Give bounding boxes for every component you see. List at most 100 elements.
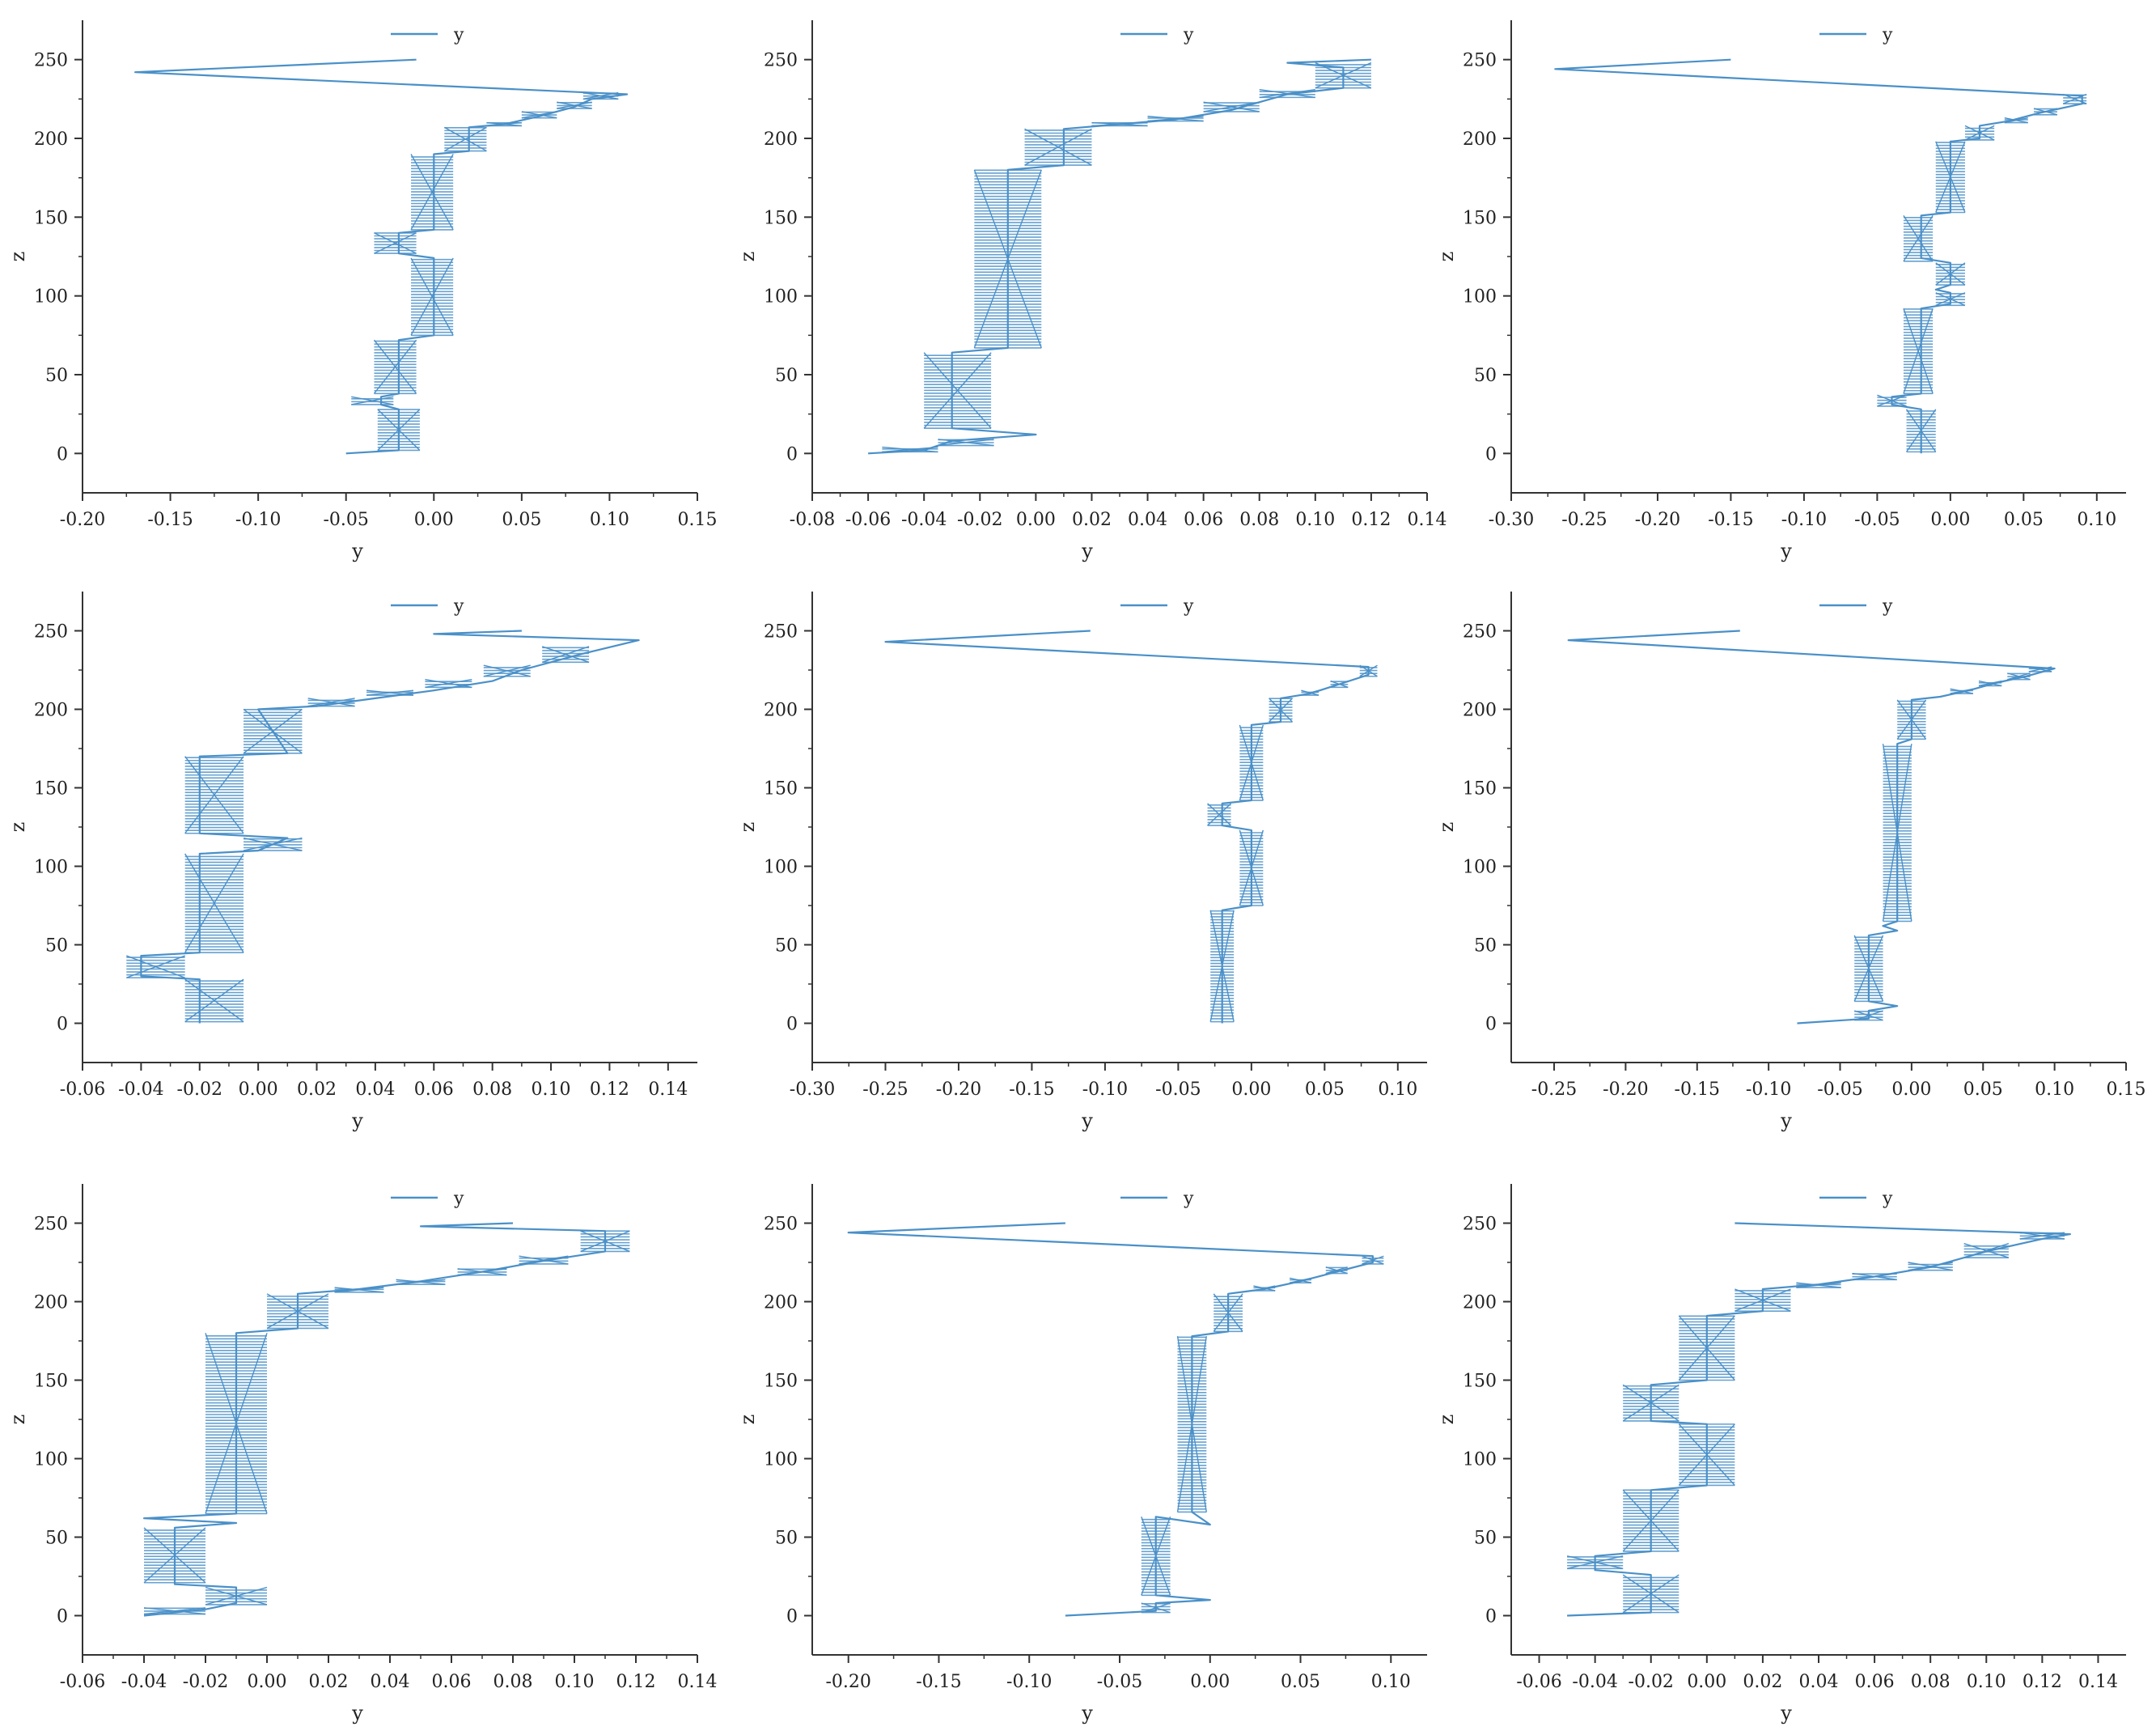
x-tick-label: 0.08 bbox=[1911, 1672, 1951, 1692]
band-diagonal bbox=[1203, 101, 1260, 112]
band-strokes bbox=[184, 980, 244, 1023]
x-tick-label: 0.02 bbox=[1072, 510, 1112, 530]
y-tick-label: 50 bbox=[775, 936, 798, 957]
oscillation-band bbox=[410, 154, 454, 231]
x-tick-label: 0.02 bbox=[309, 1672, 349, 1692]
x-tick-label: 0.05 bbox=[1281, 1672, 1320, 1692]
legend-label: y bbox=[453, 1189, 464, 1209]
x-tick-label: 0.10 bbox=[2035, 1080, 2074, 1100]
x-tick-label: 0.06 bbox=[1184, 510, 1223, 530]
chart-panel: -0.06 -0.04 -0.02 0.00 0.02 0.04 0.06 0.08 0.10 0… bbox=[6, 1184, 717, 1724]
x-tick-label: 0.10 bbox=[590, 510, 629, 530]
y-tick-label: 0 bbox=[786, 1607, 798, 1627]
x-tick-label: -0.05 bbox=[1854, 510, 1900, 530]
x-axis-title: y bbox=[1081, 1109, 1093, 1132]
x-tick-label: 0.06 bbox=[1855, 1672, 1895, 1692]
series-line-y bbox=[1554, 58, 2083, 454]
x-tick-label: 0.00 bbox=[414, 510, 454, 530]
x-tick-label: -0.10 bbox=[1082, 1080, 1128, 1100]
x-tick-label: -0.04 bbox=[901, 510, 947, 530]
x-tick-label: -0.02 bbox=[957, 510, 1002, 530]
x-tick-label: 0.00 bbox=[1687, 1672, 1726, 1692]
x-tick-label: -0.08 bbox=[790, 510, 835, 530]
y-tick-label: 50 bbox=[45, 1529, 68, 1549]
y-axis-title: z bbox=[1435, 252, 1458, 262]
y-tick-label: 100 bbox=[764, 287, 798, 308]
y-tick-label: 100 bbox=[34, 858, 68, 878]
x-tick-label: 0.14 bbox=[678, 1672, 718, 1692]
y-tick-label: 250 bbox=[764, 622, 798, 643]
x-tick-label: 0.00 bbox=[1190, 1672, 1230, 1692]
series-line-y bbox=[1567, 630, 2056, 1024]
y-tick-label: 0 bbox=[57, 1015, 68, 1035]
y-tick-label: 100 bbox=[1463, 287, 1497, 308]
x-tick-label: -0.20 bbox=[825, 1672, 870, 1692]
x-axis-title: y bbox=[351, 1109, 363, 1132]
chart-panel: -0.30 -0.25 -0.20 -0.15 -0.10 -0.05 0.00 0.05 0.… bbox=[736, 592, 1427, 1132]
chart-panel: -0.06 -0.04 -0.02 0.00 0.02 0.04 0.06 0.08 0.10 0… bbox=[1435, 1184, 2126, 1724]
y-tick-label: 50 bbox=[45, 366, 68, 386]
y-tick-label: 50 bbox=[45, 936, 68, 957]
oscillation-band bbox=[1903, 215, 1934, 262]
x-tick-label: -0.10 bbox=[1006, 1672, 1052, 1692]
x-tick-label: 0.12 bbox=[1351, 510, 1391, 530]
band-diagonal bbox=[410, 257, 454, 336]
x-tick-label: -0.05 bbox=[1817, 1080, 1862, 1100]
y-tick-label: 200 bbox=[34, 129, 68, 150]
x-tick-label: 0.12 bbox=[616, 1672, 656, 1692]
x-tick-label: 0.14 bbox=[1408, 510, 1447, 530]
band-strokes bbox=[351, 397, 394, 405]
y-tick-label: 250 bbox=[1463, 622, 1497, 643]
band-diagonal bbox=[373, 339, 417, 394]
x-tick-label: 0.00 bbox=[248, 1672, 287, 1692]
x-tick-label: -0.10 bbox=[235, 510, 281, 530]
y-tick-label: 200 bbox=[764, 701, 798, 721]
x-tick-label: -0.05 bbox=[1097, 1672, 1142, 1692]
y-tick-label: 150 bbox=[1463, 779, 1497, 800]
legend-label: y bbox=[453, 596, 464, 617]
y-tick-label: 100 bbox=[1463, 1450, 1497, 1470]
band-diagonal bbox=[2007, 672, 2031, 681]
oscillation-band bbox=[184, 756, 244, 834]
oscillation-band bbox=[184, 853, 244, 953]
band-diagonal bbox=[1024, 128, 1092, 166]
x-tick-label: -0.15 bbox=[1675, 1080, 1720, 1100]
x-tick-label: 0.05 bbox=[502, 510, 541, 530]
y-tick-label: 50 bbox=[775, 1529, 798, 1549]
band-diagonal bbox=[374, 232, 417, 254]
x-tick-label: -0.15 bbox=[916, 1672, 961, 1692]
y-tick-label: 250 bbox=[34, 1215, 68, 1235]
band-diagonal bbox=[143, 1607, 206, 1615]
legend-label: y bbox=[1882, 25, 1893, 45]
series-line-y bbox=[142, 1222, 607, 1617]
x-tick-label: 0.04 bbox=[1799, 1672, 1839, 1692]
y-tick-label: 250 bbox=[1463, 51, 1497, 71]
y-tick-label: 0 bbox=[57, 444, 68, 465]
band-strokes bbox=[184, 855, 244, 953]
x-tick-label: 0.02 bbox=[1743, 1672, 1782, 1692]
oscillation-band bbox=[1903, 308, 1934, 395]
x-tick-label: -0.10 bbox=[1746, 1080, 1791, 1100]
legend-label: y bbox=[1183, 596, 1194, 617]
oscillation-band bbox=[541, 646, 590, 664]
y-tick-label: 50 bbox=[1474, 936, 1497, 957]
x-tick-label: -0.30 bbox=[790, 1080, 835, 1100]
band-strokes bbox=[542, 647, 590, 664]
x-tick-label: 0.00 bbox=[1930, 510, 1970, 530]
y-tick-label: 50 bbox=[1474, 1529, 1497, 1549]
y-tick-label: 200 bbox=[764, 129, 798, 150]
band-diagonal bbox=[307, 698, 355, 707]
y-axis-title: z bbox=[6, 252, 29, 262]
chart-panel: -0.06 -0.04 -0.02 0.00 0.02 0.04 0.06 0.08 0.10 0… bbox=[6, 592, 697, 1132]
y-tick-label: 150 bbox=[1463, 208, 1497, 228]
y-tick-label: 150 bbox=[764, 779, 798, 800]
band-diagonal bbox=[1903, 215, 1934, 262]
series-line-y bbox=[134, 58, 629, 455]
y-tick-label: 50 bbox=[1474, 366, 1497, 386]
x-tick-label: 0.08 bbox=[1239, 510, 1279, 530]
y-tick-label: 150 bbox=[34, 779, 68, 800]
x-tick-label: 0.05 bbox=[1305, 1080, 1345, 1100]
y-axis-title: z bbox=[6, 1415, 29, 1425]
y-tick-label: 100 bbox=[1463, 858, 1497, 878]
